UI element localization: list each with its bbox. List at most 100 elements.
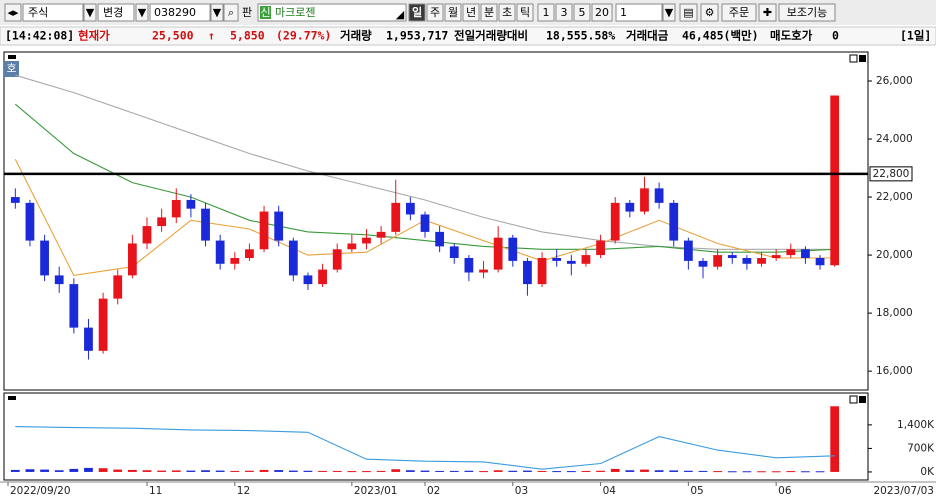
amount: 46,485(백만)	[682, 29, 759, 43]
count-text: 3	[561, 6, 568, 19]
count-field[interactable]	[615, 3, 663, 22]
volume-bar	[801, 471, 810, 473]
volume-bar	[303, 470, 313, 472]
y-tick-label: 1,400K	[897, 419, 935, 431]
volume-bar	[464, 470, 474, 472]
candle-body	[537, 257, 547, 285]
search-icon: ⌕	[228, 6, 234, 19]
candle-body	[464, 257, 474, 273]
candle-body	[245, 249, 254, 258]
x-tick-label: 02	[427, 485, 440, 497]
panel-handle[interactable]	[8, 55, 16, 59]
period-button[interactable]	[426, 3, 444, 22]
new-badge	[260, 6, 271, 19]
volume-bar	[84, 467, 93, 472]
count-text: 5	[579, 6, 586, 19]
x-tick-label: 03	[515, 485, 528, 497]
nav-button[interactable]	[4, 3, 22, 22]
candle-body	[742, 257, 752, 264]
dropdown-icon: ▼	[213, 6, 222, 19]
volume-bar	[757, 471, 766, 473]
volume-bar	[435, 470, 445, 472]
volume-bar	[771, 471, 781, 473]
count-button[interactable]	[591, 3, 613, 22]
add-button[interactable]	[758, 3, 777, 22]
y-tick-label: 16,000	[876, 365, 913, 377]
volume-bar	[669, 470, 679, 472]
dropdown[interactable]	[662, 3, 676, 22]
panel-handle[interactable]	[8, 396, 16, 400]
candle-body	[815, 257, 825, 266]
volume-bar	[347, 471, 357, 473]
candle-body	[362, 237, 371, 244]
change-text: 변경	[103, 6, 123, 19]
panel-max[interactable]	[849, 395, 858, 404]
count-button[interactable]	[555, 3, 573, 22]
candle-body	[654, 188, 664, 203]
panel-max[interactable]	[849, 54, 858, 63]
aux-text: 보조기능	[787, 6, 827, 19]
period-button[interactable]	[498, 3, 516, 22]
moving-average	[15, 74, 835, 250]
candle-body	[288, 240, 298, 276]
market-select[interactable]	[22, 3, 84, 22]
dropdown[interactable]	[210, 3, 224, 22]
candle-body	[171, 199, 181, 218]
code-field[interactable]	[149, 3, 211, 22]
volume-bar	[830, 406, 840, 472]
dropdown[interactable]	[135, 3, 149, 22]
period-button[interactable]	[444, 3, 462, 22]
period-text: 월	[448, 6, 458, 19]
volume-bar	[654, 470, 664, 472]
info-bar	[0, 26, 936, 46]
nav-icon: ◂▸	[7, 6, 19, 19]
volume-bar	[142, 470, 152, 472]
volume-bar	[25, 469, 35, 472]
period-text: 틱	[520, 6, 530, 19]
candle-body	[640, 188, 649, 212]
count-button[interactable]	[573, 3, 591, 22]
new-badge-text: 신	[260, 6, 270, 19]
candle-body	[259, 211, 269, 250]
candle-body	[683, 240, 693, 261]
candle-body	[142, 226, 152, 244]
volume-bar	[245, 470, 254, 472]
change-select[interactable]	[97, 3, 135, 22]
search-button[interactable]	[223, 3, 239, 22]
y-tick-label: 700K	[907, 442, 935, 454]
candle-body	[186, 199, 196, 209]
candle-body	[493, 237, 503, 270]
amount-label: 거래대금	[626, 29, 669, 43]
volume-bar	[201, 470, 210, 472]
candle-body	[113, 275, 123, 299]
volume-bar	[742, 471, 752, 473]
candle-body	[69, 284, 79, 328]
ask-label: 매도호가	[770, 29, 813, 43]
name-field[interactable]	[257, 3, 407, 22]
price-panel	[3, 51, 869, 391]
volume-bar	[113, 469, 123, 472]
aux-button[interactable]	[778, 3, 836, 22]
price-label: 현재가	[78, 29, 110, 43]
order-text: 주문	[729, 6, 749, 19]
candle-body	[230, 257, 240, 264]
candle-body	[435, 231, 445, 247]
period-button[interactable]	[408, 3, 426, 22]
panel-tag[interactable]	[4, 61, 19, 77]
panel-close[interactable]	[859, 396, 866, 403]
candle-body	[566, 260, 576, 264]
volume-bar	[157, 470, 167, 472]
candle-body	[552, 257, 562, 261]
period-button[interactable]	[480, 3, 498, 22]
save-button[interactable]	[679, 3, 698, 22]
volume-bar	[288, 470, 298, 472]
dropdown[interactable]	[83, 3, 97, 22]
period-button[interactable]	[462, 3, 480, 22]
settings-button[interactable]	[700, 3, 719, 22]
moving-average	[14, 103, 835, 253]
panel-close[interactable]	[859, 55, 866, 62]
count-button[interactable]	[537, 3, 555, 22]
order-button[interactable]	[721, 3, 757, 22]
period-button[interactable]	[516, 3, 534, 22]
